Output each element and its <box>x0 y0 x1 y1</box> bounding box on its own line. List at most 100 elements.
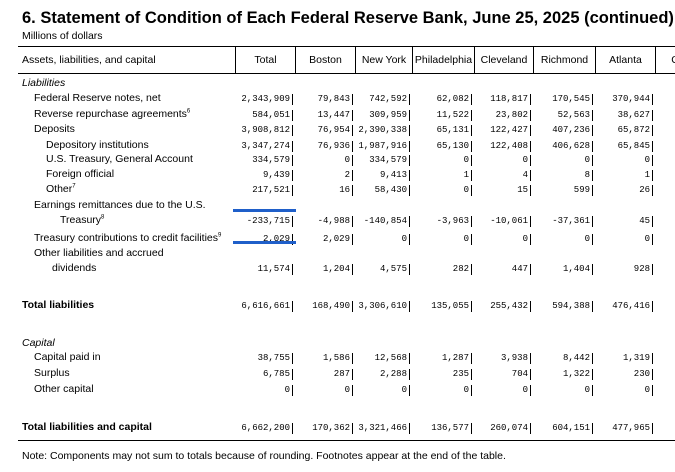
label-text: Total liabilities and capital <box>22 421 152 433</box>
cell-value: 1,586 <box>323 353 353 364</box>
cell-value: 3,321,466 <box>358 423 410 434</box>
cell-value: 62,082 <box>437 94 472 105</box>
footnote-ref: 8 <box>101 214 105 221</box>
cell-value: 16 <box>339 185 353 196</box>
row-label: Earnings remittances due to the U.S. <box>34 199 206 211</box>
cell-value: 2,390,338 <box>358 125 410 136</box>
cell-value: 11,522 <box>437 110 472 121</box>
cell-value: 406,628 <box>552 141 593 152</box>
cell-value: 0 <box>523 155 531 166</box>
row-label: Other7 <box>46 183 76 195</box>
label-text: Treasury contributions to credit facilit… <box>34 232 219 244</box>
cell-value: 0 <box>345 155 353 166</box>
label-text: Total liabilities <box>22 299 95 311</box>
row-label: dividends <box>52 262 96 274</box>
cell-value: 8,442 <box>563 353 593 364</box>
table-header: Assets, liabilities, and capital Total Bos… <box>18 46 675 74</box>
highlight-bar <box>233 209 296 212</box>
cell-value: 287 <box>334 369 353 380</box>
cell-value: 135,055 <box>431 301 472 312</box>
label-text: Capital <box>22 337 55 349</box>
cell-value: 13,447 <box>318 110 353 121</box>
cell-value: -140,854 <box>364 216 410 227</box>
cell-value: 0 <box>464 185 472 196</box>
cell-value: 79,843 <box>318 94 353 105</box>
cell-value: 0 <box>464 234 472 245</box>
cell-value: 282 <box>453 264 472 275</box>
cell-value: 370,944 <box>612 94 653 105</box>
cell-value: 76,954 <box>318 125 353 136</box>
cell-value: 0 <box>345 385 353 396</box>
cell-value: 6,662,200 <box>241 423 293 434</box>
highlight-bar <box>233 241 296 244</box>
row-label: Capital <box>22 337 55 349</box>
row-label: Deposits <box>34 123 75 135</box>
cell-value: 928 <box>634 264 653 275</box>
cell-value: 1,319 <box>623 353 653 364</box>
cell-value: 122,427 <box>490 125 531 136</box>
row-label: U.S. Treasury, General Account <box>46 153 193 165</box>
cell-value: 65,872 <box>618 125 653 136</box>
column-header: Atlanta <box>595 47 655 73</box>
cell-value: 0 <box>645 155 653 166</box>
cell-value: 12,568 <box>375 353 410 364</box>
cell-value: 38,627 <box>618 110 653 121</box>
cell-value: 38,755 <box>258 353 293 364</box>
cell-value: 0 <box>645 385 653 396</box>
label-text: Capital paid in <box>34 351 101 363</box>
cell-value: 136,577 <box>431 423 472 434</box>
footnote-ref: 6 <box>186 108 191 115</box>
cell-value: 3,306,610 <box>358 301 410 312</box>
footnote: Note: Components may not sum to totals b… <box>22 450 506 462</box>
cell-value: 0 <box>523 385 531 396</box>
cell-value: 0 <box>402 385 410 396</box>
cell-value: 170,545 <box>552 94 593 105</box>
cell-value: 0 <box>402 234 410 245</box>
column-header: Total <box>235 47 295 73</box>
cell-value: 1,322 <box>563 369 593 380</box>
cell-value: 0 <box>464 385 472 396</box>
row-label: Other liabilities and accrued <box>34 247 164 259</box>
column-header: Boston <box>295 47 355 73</box>
label-text: Federal Reserve notes, net <box>34 92 161 104</box>
row-label: Depository institutions <box>46 139 149 151</box>
cell-value: 1,204 <box>323 264 353 275</box>
cell-value: 1,987,916 <box>358 141 410 152</box>
cell-value: 309,959 <box>369 110 410 121</box>
label-text: Reverse repurchase agreements <box>34 108 187 120</box>
row-label: Treasury8 <box>60 214 104 226</box>
cell-value: 584,051 <box>252 110 293 121</box>
column-header: Ch <box>655 47 675 73</box>
cell-value: 23,802 <box>496 110 531 121</box>
label-text: Foreign official <box>46 168 115 180</box>
cell-value: 477,965 <box>612 423 653 434</box>
cell-value: 0 <box>285 385 293 396</box>
cell-value: 334,579 <box>252 155 293 166</box>
label-text: Other <box>46 183 73 195</box>
cell-value: 1 <box>645 170 653 181</box>
cell-value: 118,817 <box>490 94 531 105</box>
footnote-ref: 7 <box>72 183 76 190</box>
cell-value: 65,845 <box>618 141 653 152</box>
column-header: New York <box>355 47 412 73</box>
row-label: Reverse repurchase agreements6 <box>34 108 190 120</box>
label-text: Liabilities <box>22 77 66 89</box>
cell-value: 3,938 <box>501 353 531 364</box>
cell-value: 2,029 <box>263 234 293 245</box>
cell-value: 599 <box>574 185 593 196</box>
units: Millions of dollars <box>22 30 103 42</box>
row-label: Foreign official <box>46 168 114 180</box>
cell-value: 0 <box>645 234 653 245</box>
cell-value: 0 <box>585 155 593 166</box>
cell-value: 235 <box>453 369 472 380</box>
label-text: Other liabilities and accrued <box>34 247 164 259</box>
cell-value: 2,343,909 <box>241 94 293 105</box>
cell-value: 45 <box>639 216 653 227</box>
cell-value: 2 <box>345 170 353 181</box>
column-header: Philadelphia <box>412 47 474 73</box>
cell-value: -4,988 <box>318 216 353 227</box>
cell-value: 0 <box>585 385 593 396</box>
column-header: Assets, liabilities, and capital <box>22 54 156 66</box>
cell-value: 260,074 <box>490 423 531 434</box>
